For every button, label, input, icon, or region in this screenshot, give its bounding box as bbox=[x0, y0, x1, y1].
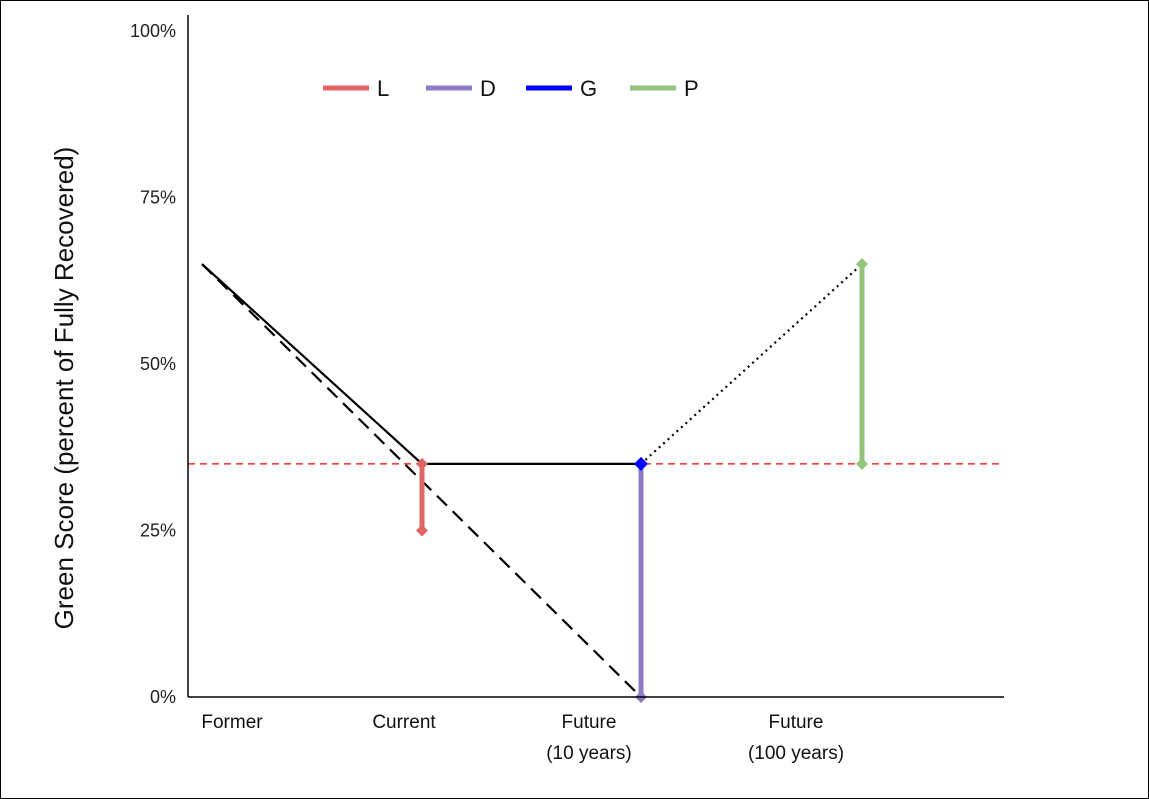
trend-line-dotted bbox=[640, 263, 863, 465]
x-category-label-line2: (10 years) bbox=[546, 743, 632, 764]
interval-p-marker-low bbox=[856, 457, 868, 470]
interval-l-marker-low bbox=[416, 524, 428, 537]
interval-g-marker bbox=[634, 456, 648, 471]
x-category-label-line2: (100 years) bbox=[748, 743, 844, 764]
legend-label-d: D bbox=[480, 76, 496, 101]
y-tick-label: 50% bbox=[140, 354, 176, 374]
x-category-label: Current bbox=[372, 712, 436, 733]
legend-label-l: L bbox=[377, 76, 389, 101]
x-category-label: Future bbox=[562, 712, 617, 733]
y-tick-label: 75% bbox=[140, 188, 176, 208]
y-tick-label: 100% bbox=[130, 21, 176, 41]
trend-line-solid bbox=[201, 263, 641, 465]
interval-l-marker-high bbox=[416, 457, 428, 470]
legend-label-g: G bbox=[580, 76, 597, 101]
y-axis-label: Green Score (percent of Fully Recovered) bbox=[49, 147, 79, 630]
x-category-label: Future bbox=[769, 712, 824, 733]
x-category-label: Former bbox=[201, 712, 263, 733]
y-tick-label: 0% bbox=[150, 687, 176, 707]
interval-p-marker-high bbox=[856, 258, 868, 271]
legend-label-p: P bbox=[684, 76, 699, 101]
y-tick-label: 25% bbox=[140, 521, 176, 541]
